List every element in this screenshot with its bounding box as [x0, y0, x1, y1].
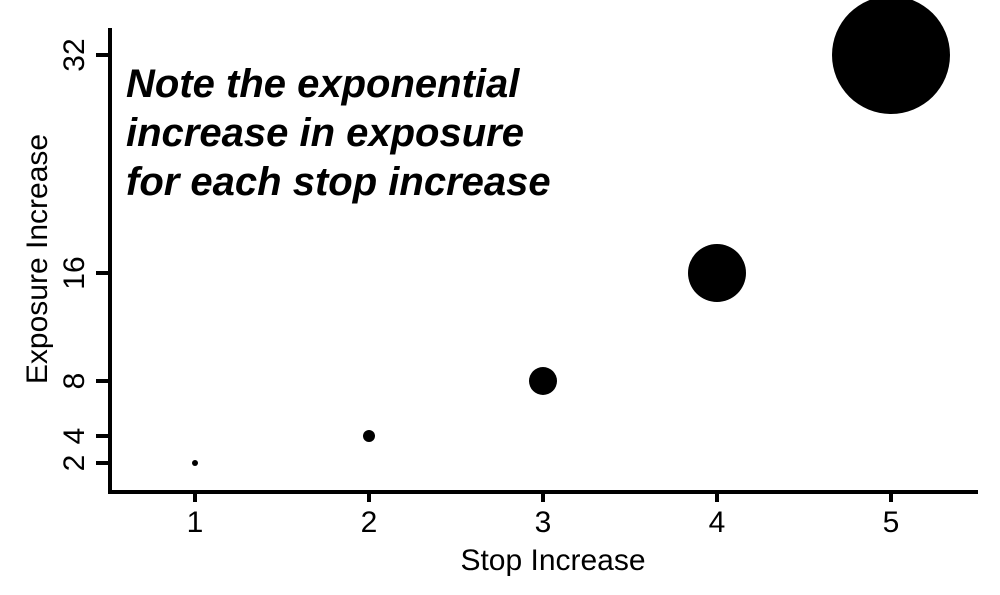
data-point	[363, 430, 375, 442]
x-tick-label: 1	[155, 508, 235, 538]
x-tick-label: 5	[851, 508, 931, 538]
x-tick	[367, 490, 371, 502]
x-tick	[193, 490, 197, 502]
y-tick	[96, 461, 108, 465]
y-tick	[96, 434, 108, 438]
y-tick-label: 32	[60, 25, 90, 85]
y-tick	[96, 53, 108, 57]
data-point	[688, 244, 746, 302]
exposure-stop-bubble-chart: 12345 2481632 Stop Increase Exposure Inc…	[0, 0, 1000, 595]
x-axis-title: Stop Increase	[423, 546, 683, 576]
x-tick	[715, 490, 719, 502]
data-point	[832, 0, 950, 114]
annotation-text: Note the exponential increase in exposur…	[126, 60, 551, 206]
y-axis-title: Exposure Increase	[23, 59, 53, 459]
y-tick-label: 16	[60, 243, 90, 303]
annotation-line-1: Note the exponential	[126, 62, 519, 106]
data-point	[192, 460, 198, 466]
x-tick	[889, 490, 893, 502]
y-tick	[96, 271, 108, 275]
x-tick	[541, 490, 545, 502]
y-tick	[96, 379, 108, 383]
y-tick-label: 8	[60, 351, 90, 411]
x-tick-label: 3	[503, 508, 583, 538]
y-tick-label: 4	[60, 406, 90, 466]
annotation-line-3: for each stop increase	[126, 160, 551, 204]
x-tick-label: 2	[329, 508, 409, 538]
data-point	[529, 367, 557, 395]
annotation-line-2: increase in exposure	[126, 111, 524, 155]
y-axis-line	[108, 28, 112, 494]
x-tick-label: 4	[677, 508, 757, 538]
